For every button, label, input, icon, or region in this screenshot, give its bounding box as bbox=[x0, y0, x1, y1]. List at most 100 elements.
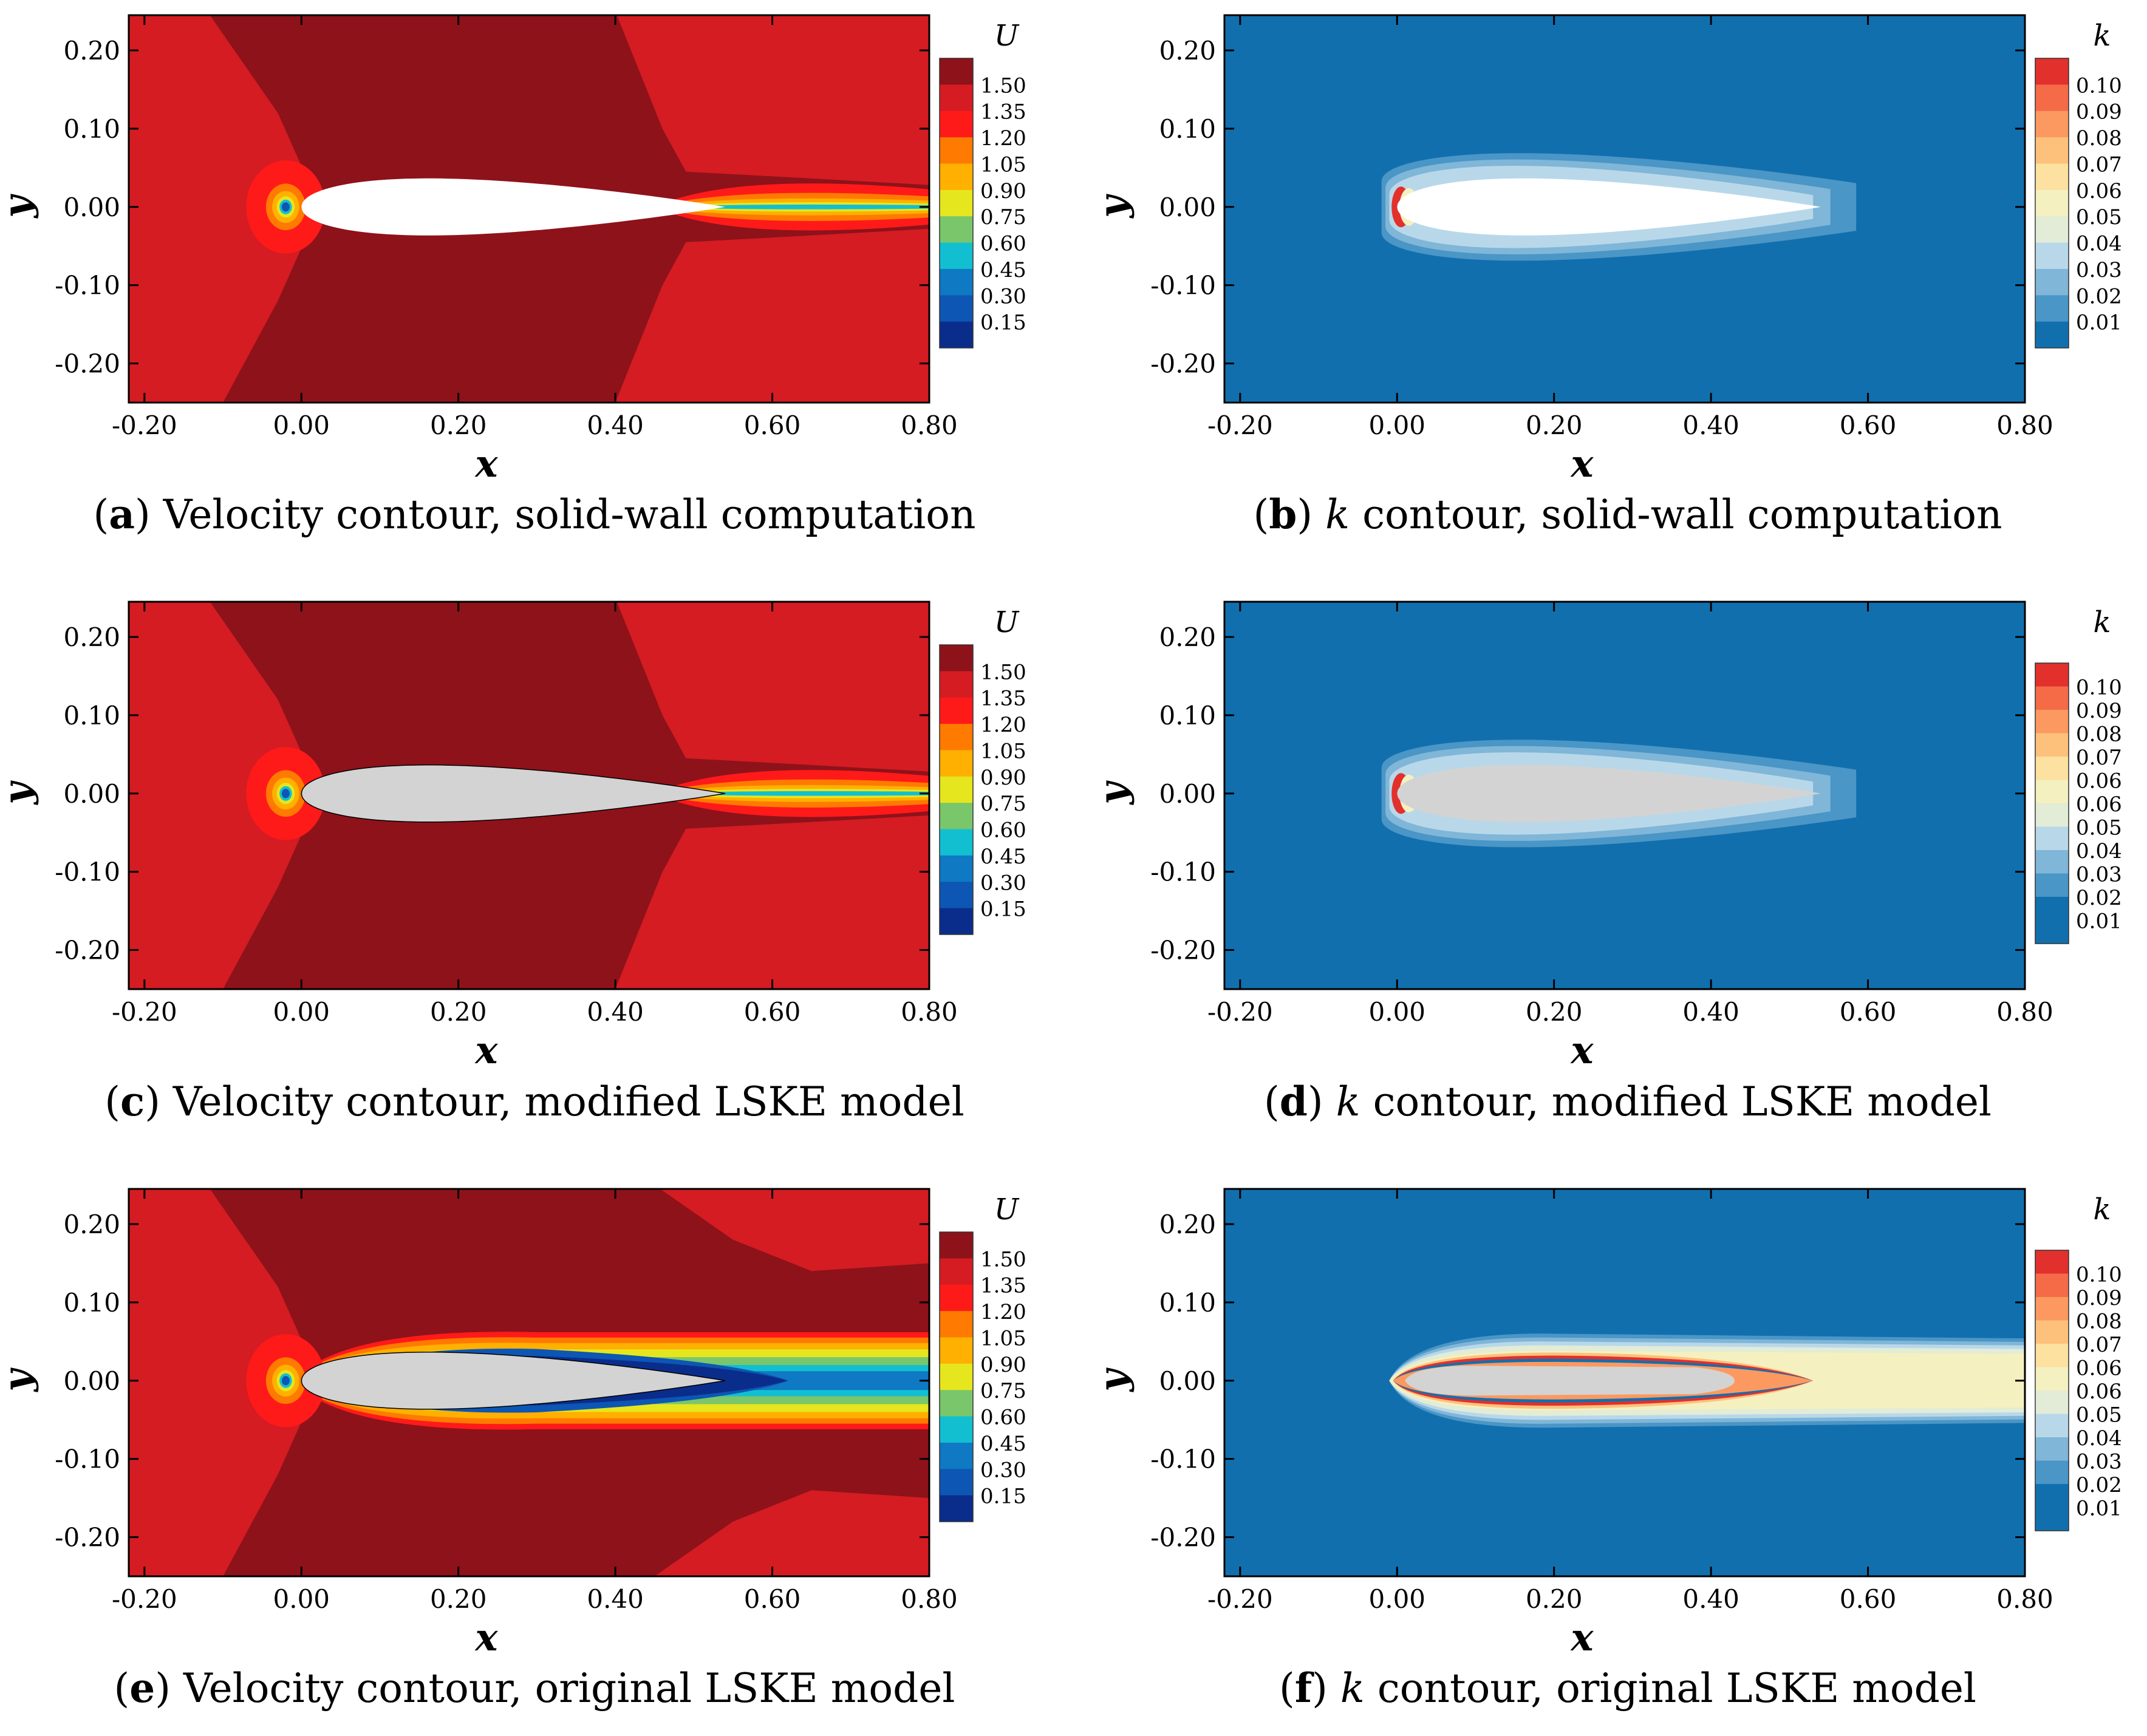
legend-label: 0.10 bbox=[2076, 676, 2122, 700]
legend-swatch bbox=[940, 1495, 973, 1522]
legend-label: 0.01 bbox=[2076, 1497, 2122, 1521]
x-tick-label: 0.00 bbox=[273, 410, 330, 440]
legend-swatch bbox=[2035, 189, 2069, 217]
legend-swatch bbox=[940, 84, 973, 112]
x-axis-label: x bbox=[1570, 441, 1594, 486]
caption-symbol: k bbox=[1325, 491, 1350, 538]
x-tick-label: 0.00 bbox=[273, 1584, 330, 1614]
panel-caption: (d) k contour, modified LSKE model bbox=[1264, 1078, 1992, 1125]
legend-swatch bbox=[940, 189, 973, 217]
legend-swatch bbox=[2035, 1507, 2069, 1531]
legend-swatch bbox=[2035, 1320, 2069, 1344]
legend-swatch bbox=[940, 1416, 973, 1443]
legend-swatch bbox=[2035, 58, 2069, 85]
legend-label: 0.07 bbox=[2076, 152, 2122, 177]
y-tick-label: 0.20 bbox=[63, 622, 120, 652]
y-tick-label: 0.20 bbox=[1159, 622, 1216, 652]
x-tick-label: 0.20 bbox=[1526, 410, 1583, 440]
panel-caption: (f) k contour, original LSKE model bbox=[1279, 1664, 1976, 1712]
legend-label: 0.05 bbox=[2076, 205, 2122, 230]
plot-frame bbox=[128, 14, 930, 404]
y-axis-label: y bbox=[1091, 1367, 1135, 1393]
plot-frame bbox=[1223, 601, 2026, 990]
plot-frame bbox=[128, 1188, 930, 1578]
legend-label: 0.07 bbox=[2076, 746, 2122, 770]
caption-text: Velocity contour, solid-wall computation bbox=[163, 491, 976, 538]
legend-swatch bbox=[940, 1311, 973, 1338]
stagnation-ring bbox=[281, 789, 290, 798]
legend-swatch bbox=[2035, 242, 2069, 270]
legend-label: 0.05 bbox=[2076, 1403, 2122, 1428]
legend-label: 0.45 bbox=[980, 845, 1026, 869]
legend-label: 1.35 bbox=[980, 100, 1026, 124]
x-tick-label: -0.20 bbox=[112, 410, 177, 440]
x-axis-label: x bbox=[474, 1615, 499, 1659]
x-tick-label: 0.40 bbox=[1682, 1584, 1739, 1614]
y-tick-label: 0.20 bbox=[1159, 36, 1216, 66]
legend-label: 0.08 bbox=[2076, 1310, 2122, 1334]
legend-swatch bbox=[2035, 850, 2069, 874]
legend-swatch bbox=[2035, 686, 2069, 710]
y-tick-label: -0.10 bbox=[1150, 1445, 1216, 1474]
legend-swatch bbox=[2035, 1460, 2069, 1485]
y-tick-label: -0.10 bbox=[1150, 857, 1216, 887]
x-tick-label: 0.60 bbox=[1840, 1584, 1897, 1614]
legend-swatch bbox=[2035, 780, 2069, 804]
legend-label: 0.60 bbox=[980, 1406, 1026, 1430]
y-tick-label: 0.10 bbox=[63, 114, 120, 144]
stagnation-ring bbox=[281, 202, 290, 212]
plot-area bbox=[129, 15, 929, 403]
caption-text: contour, original LSKE model bbox=[1377, 1665, 1976, 1712]
legend-label: 0.75 bbox=[980, 792, 1026, 816]
caption-symbol: k bbox=[1340, 1665, 1365, 1712]
caption-text: contour, solid-wall computation bbox=[1362, 491, 2002, 538]
legend-label: 0.15 bbox=[980, 311, 1026, 335]
legend-label: 1.50 bbox=[980, 1247, 1026, 1271]
legend-title: k bbox=[2093, 1193, 2111, 1227]
x-tick-label: 0.80 bbox=[901, 410, 958, 440]
x-tick-label: 0.40 bbox=[587, 997, 644, 1027]
x-tick-label: -0.20 bbox=[1207, 1584, 1273, 1614]
x-tick-label: 0.80 bbox=[1996, 997, 2053, 1027]
legend-title: k bbox=[2093, 605, 2111, 639]
x-tick-label: 0.20 bbox=[430, 997, 487, 1027]
panel-f: -0.20 0.00 0.20 0.40 0.60 0.80 0.20 0.10 0.00 -0.… bbox=[1091, 1188, 2122, 1712]
legend-label: 0.01 bbox=[2076, 311, 2122, 335]
legend-swatch bbox=[2035, 216, 2069, 243]
legend-swatch bbox=[2035, 897, 2069, 921]
legend-label: 1.35 bbox=[980, 687, 1026, 711]
y-axis-label: y bbox=[1091, 194, 1135, 219]
legend-swatch bbox=[940, 829, 973, 856]
caption-letter: c bbox=[120, 1078, 145, 1125]
legend-swatch bbox=[940, 697, 973, 724]
panel-caption: (b) k contour, solid-wall computation bbox=[1253, 491, 2002, 538]
y-tick-label: -0.20 bbox=[1150, 349, 1216, 379]
y-tick-label: -0.20 bbox=[1150, 1523, 1216, 1553]
legend-title: U bbox=[994, 605, 1020, 639]
caption-text: Velocity contour, original LSKE model bbox=[183, 1665, 955, 1712]
legend-swatch bbox=[940, 216, 973, 243]
legend-label: 1.20 bbox=[980, 126, 1026, 151]
y-tick-label: -0.20 bbox=[1150, 936, 1216, 965]
legend-label: 0.75 bbox=[980, 1379, 1026, 1403]
legend-swatch bbox=[2035, 710, 2069, 734]
legend-swatch bbox=[2035, 757, 2069, 780]
plot-frame bbox=[1223, 14, 2026, 404]
legend-label: 1.35 bbox=[980, 1274, 1026, 1298]
legend-swatch bbox=[940, 242, 973, 270]
legend-label: 0.03 bbox=[2076, 863, 2122, 887]
x-axis-label: x bbox=[474, 441, 499, 486]
legend-label: 0.03 bbox=[2076, 258, 2122, 282]
legend-label: 0.30 bbox=[980, 1458, 1026, 1482]
legend-label: 0.15 bbox=[980, 897, 1026, 922]
legend-label: 0.01 bbox=[2076, 910, 2122, 934]
legend-swatch bbox=[940, 321, 973, 349]
legend-label: 1.05 bbox=[980, 152, 1026, 177]
y-tick-label: -0.10 bbox=[1150, 271, 1216, 301]
x-tick-label: 0.20 bbox=[1526, 1584, 1583, 1614]
wake-band bbox=[654, 791, 929, 796]
legend-label: 0.06 bbox=[2076, 1380, 2122, 1404]
caption-symbol: k bbox=[1336, 1078, 1360, 1125]
legend-swatch bbox=[2035, 1367, 2069, 1391]
